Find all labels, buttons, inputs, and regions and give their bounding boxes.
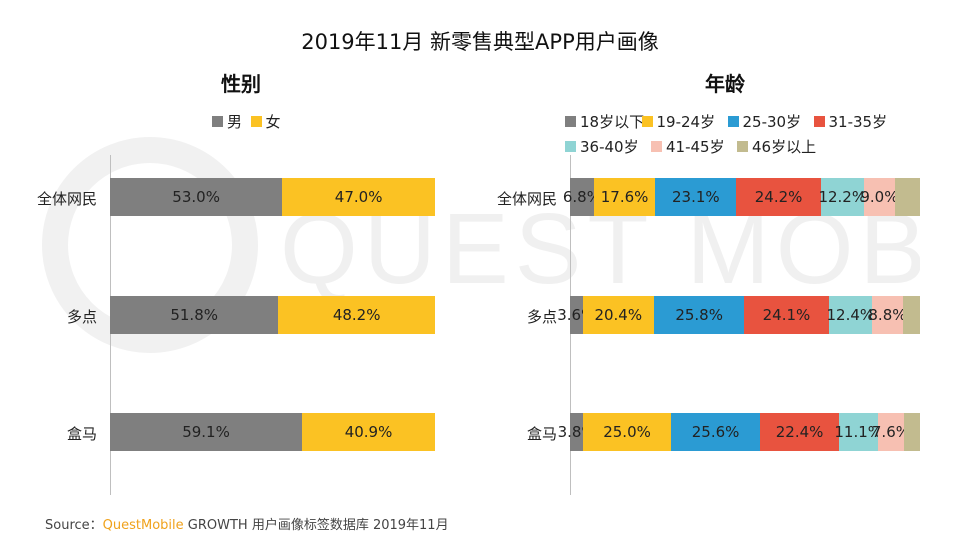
data-label: 12.2%	[818, 188, 867, 206]
data-label: 24.1%	[762, 306, 811, 324]
legend-item: 25-30岁	[727, 111, 802, 132]
legend-item: 31-35岁	[813, 111, 888, 132]
bar-segment: 7.6%	[872, 413, 910, 451]
bar-segment: 11.1%	[834, 413, 882, 451]
data-label: 8.8%	[868, 306, 907, 324]
legend-label: 18岁以下	[580, 113, 645, 131]
data-label: 59.1%	[182, 423, 230, 441]
legend-label: 女	[265, 113, 281, 131]
category-label: 盒马	[66, 425, 97, 443]
data-label: 11.1%	[834, 423, 883, 441]
bar-segment: 22.4%	[760, 413, 839, 451]
source-brand: QuestMobile	[102, 518, 184, 533]
bar-segment: 6.8%	[563, 178, 601, 216]
data-label: 12.4%	[826, 306, 875, 324]
data-label: 51.8%	[170, 306, 218, 324]
bar-segment: 24.2%	[736, 178, 821, 216]
source-note: Source：QuestMobile GROWTH 用户画像标签数据库 2019…	[45, 514, 449, 533]
data-label: 40.9%	[344, 423, 393, 441]
gender-chart-title: 性别	[221, 72, 261, 96]
data-label: 53.0%	[172, 188, 220, 206]
bar-segment: 12.4%	[826, 296, 875, 334]
bar-segment: 25.6%	[670, 413, 761, 451]
legend-item: 18岁以下	[565, 111, 644, 132]
legend-swatch	[212, 116, 223, 127]
data-label: 25.6%	[691, 423, 740, 441]
bar-segment: 51.8%	[110, 296, 279, 334]
bar-segment	[902, 296, 920, 334]
source-prefix: Source：	[45, 518, 103, 533]
bar-segment: 47.0%	[282, 178, 435, 216]
legend-item: 36-40岁	[565, 136, 639, 157]
category-label: 全体网民	[496, 190, 557, 208]
legend-swatch	[813, 116, 825, 127]
legend-swatch	[565, 116, 576, 127]
legend-label: 25-30岁	[742, 113, 802, 131]
legend-swatch	[737, 141, 748, 152]
data-label: 48.2%	[332, 306, 381, 324]
category-label: 盒马	[526, 425, 557, 443]
bar-segment	[895, 178, 920, 216]
data-label: 24.2%	[754, 188, 803, 206]
data-label: 7.6%	[871, 423, 910, 441]
bar-segment: 40.9%	[302, 413, 435, 451]
data-label: 9.0%	[860, 188, 899, 206]
legend-swatch	[641, 116, 653, 127]
data-label: 20.4%	[594, 306, 643, 324]
bar-segment: 3.8%	[558, 413, 596, 451]
legend-swatch	[651, 141, 662, 152]
data-label: 6.8%	[562, 188, 601, 206]
data-label: 47.0%	[334, 188, 383, 206]
bar-segment: 24.1%	[744, 296, 829, 334]
legend-label: 男	[227, 113, 243, 131]
data-label: 17.6%	[600, 188, 649, 206]
legend-item: 46岁以上	[737, 136, 816, 157]
bar-segment: 8.8%	[868, 296, 907, 334]
legend-item: 女	[250, 111, 281, 132]
bar-segment: 3.6%	[557, 296, 595, 334]
source-rest: GROWTH 用户画像标签数据库 2019年11月	[183, 518, 449, 533]
legend-item: 男	[212, 111, 242, 132]
age-chart-title: 年龄	[705, 72, 745, 96]
legend-label: 41-45岁	[666, 138, 725, 156]
category-label: 多点	[526, 308, 557, 326]
data-label: 25.0%	[603, 423, 651, 441]
data-label: 22.4%	[775, 423, 824, 441]
bar-segment: 25.8%	[654, 296, 745, 334]
bar-segment: 20.4%	[582, 296, 654, 334]
legend-label: 46岁以上	[752, 138, 817, 156]
bar-segment: 59.1%	[110, 413, 303, 451]
legend-swatch	[727, 116, 739, 127]
legend-label: 36-40岁	[580, 138, 639, 156]
bar-segment: 53.0%	[110, 178, 283, 216]
bar-segment: 48.2%	[278, 296, 435, 334]
category-label: 全体网民	[36, 190, 97, 208]
bar-segment: 25.0%	[583, 413, 671, 451]
legend-item: 19-24岁	[641, 111, 716, 132]
main-title: 2019年11月 新零售典型APP用户画像	[301, 30, 659, 54]
data-label: 23.1%	[671, 188, 720, 206]
category-label: 多点	[66, 308, 97, 326]
legend-swatch	[565, 141, 576, 152]
legend-item: 41-45岁	[651, 136, 725, 157]
bar-segment: 17.6%	[593, 178, 656, 216]
data-label: 25.8%	[675, 306, 723, 324]
bar-segment: 12.2%	[818, 178, 867, 216]
legend-swatch	[250, 116, 262, 127]
legend-label: 19-24岁	[656, 113, 716, 131]
legend-label: 31-35岁	[828, 113, 888, 131]
bar-segment	[904, 413, 920, 451]
bar-segment: 9.0%	[860, 178, 898, 216]
bar-segment: 23.1%	[655, 178, 737, 216]
